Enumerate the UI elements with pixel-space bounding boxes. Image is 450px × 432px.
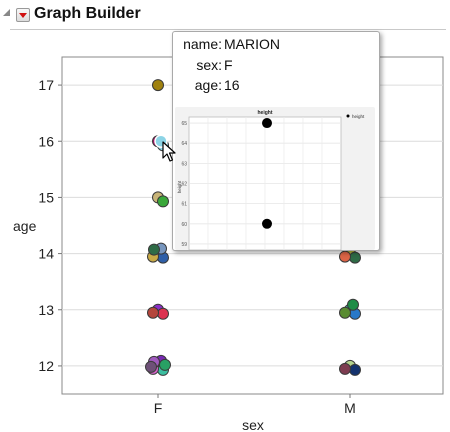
thumbnail-legend-marker (346, 114, 350, 118)
tooltip-row-name: name: MARION (181, 36, 280, 52)
red-triangle-menu-icon[interactable] (16, 8, 30, 22)
y-axis-label: age (13, 218, 37, 234)
tooltip-key-age: age: (194, 77, 222, 93)
thumbnail-data-point (262, 118, 272, 129)
y-tick-label: 15 (38, 189, 54, 205)
data-point (148, 243, 160, 256)
tooltip-value-age: 16 (224, 77, 240, 93)
graph-builder-header: Graph Builder (0, 0, 450, 32)
tooltip-row-sex: sex: F (181, 57, 233, 73)
data-point (349, 363, 361, 376)
tooltip-thumbnail-graph: 65 64 63 62 61 60 59 height height height (175, 107, 375, 250)
thumbnail-y-tick-label: 64 (181, 141, 187, 147)
data-point (339, 250, 351, 263)
thumbnail-data-point (262, 218, 272, 229)
y-tick-label: 12 (38, 358, 54, 374)
data-point (147, 306, 159, 319)
hover-tooltip: name: MARION sex: F age: 16 65 64 63 62 61 60 59 h… (172, 31, 380, 251)
y-tick-label: 16 (38, 133, 54, 149)
thumbnail-y-tick-label: 63 (181, 161, 187, 167)
data-point (157, 195, 169, 208)
thumbnail-y-tick-label: 60 (181, 222, 187, 228)
thumbnail-legend-label: height (352, 114, 365, 119)
y-tick-label: 17 (38, 77, 54, 93)
data-point (152, 79, 164, 92)
panel-title: Graph Builder (34, 5, 141, 22)
data-point (145, 360, 157, 373)
thumbnail-title: height (258, 110, 273, 116)
x-tick-label: F (154, 400, 163, 416)
mouse-pointer-icon (162, 141, 176, 162)
data-point (347, 298, 359, 311)
tooltip-row-age: age: 16 (181, 77, 240, 93)
tooltip-key-sex: sex: (196, 57, 222, 73)
y-tick-label: 13 (38, 302, 54, 318)
thumbnail-y-tick-label: 62 (181, 182, 187, 188)
tooltip-value-name: MARION (224, 36, 280, 52)
y-tick-label: 14 (38, 246, 54, 262)
tooltip-key-name: name: (183, 36, 222, 52)
thumbnail-y-tick-label: 65 (181, 121, 187, 127)
data-point (339, 362, 351, 375)
x-axis-label: sex (242, 417, 264, 432)
data-point (349, 251, 361, 264)
thumbnail-y-axis-label: height (177, 180, 182, 193)
thumbnail-plot: 65 64 63 62 61 60 59 height height height (177, 110, 365, 250)
x-tick-label: M (344, 400, 356, 416)
data-point (339, 306, 351, 319)
thumbnail-y-tick-label: 59 (181, 242, 187, 248)
header-divider (10, 29, 446, 30)
data-point (157, 307, 169, 320)
data-point (159, 358, 171, 371)
thumbnail-y-tick-label: 61 (181, 202, 187, 208)
tooltip-value-sex: F (224, 57, 233, 73)
disclosure-triangle-icon[interactable] (3, 9, 10, 16)
